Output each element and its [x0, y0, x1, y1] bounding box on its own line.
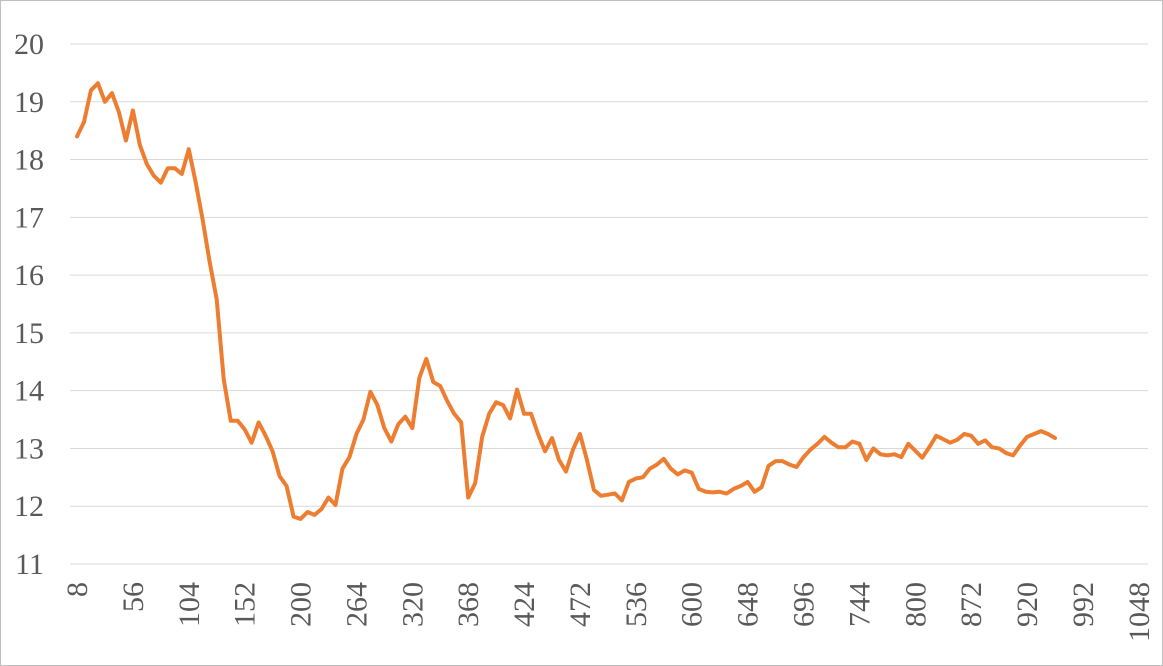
- y-tick-label: 14: [14, 375, 44, 408]
- x-tick-label: 536: [620, 582, 653, 627]
- x-tick-label: 200: [285, 582, 318, 627]
- y-tick-label: 17: [14, 201, 44, 234]
- x-tick-label: 600: [676, 582, 709, 627]
- x-tick-label: 1048: [1123, 582, 1156, 642]
- y-tick-label: 19: [14, 86, 44, 119]
- y-tick-label: 12: [14, 490, 44, 523]
- x-tick-label: 104: [173, 582, 206, 627]
- x-tick-label: 472: [564, 582, 597, 627]
- x-tick-label: 920: [1011, 582, 1044, 627]
- x-tick-label: 744: [843, 582, 876, 627]
- x-tick-label: 424: [508, 582, 541, 627]
- series-layer: [75, 81, 1057, 521]
- x-tick-label: 320: [396, 582, 429, 627]
- series-line: [75, 81, 1057, 521]
- x-tick-label: 8: [61, 582, 94, 597]
- x-tick-label: 800: [899, 582, 932, 627]
- x-tick-label: 872: [955, 582, 988, 627]
- y-tick-label: 16: [14, 259, 44, 292]
- x-tick-label: 368: [452, 582, 485, 627]
- y-tick-label: 11: [15, 548, 44, 581]
- x-tick-label: 696: [788, 582, 821, 627]
- x-tick-label: 992: [1067, 582, 1100, 627]
- x-axis-tick-labels: 8 56 104 152 200 264 320 368 424 472 536 600 648 696 7…: [61, 582, 1156, 642]
- y-tick-label: 13: [14, 432, 44, 465]
- y-tick-label: 15: [14, 317, 44, 350]
- y-axis-tick-labels: 11 12 13 14 15 16 17 18 19 20: [14, 28, 44, 581]
- y-tick-label: 18: [14, 144, 44, 177]
- x-tick-label: 648: [732, 582, 765, 627]
- gridlines: [70, 43, 1148, 565]
- x-tick-label: 152: [229, 582, 262, 627]
- y-tick-label: 20: [14, 28, 44, 61]
- x-tick-label: 56: [117, 582, 150, 612]
- x-tick-label: 264: [340, 582, 373, 627]
